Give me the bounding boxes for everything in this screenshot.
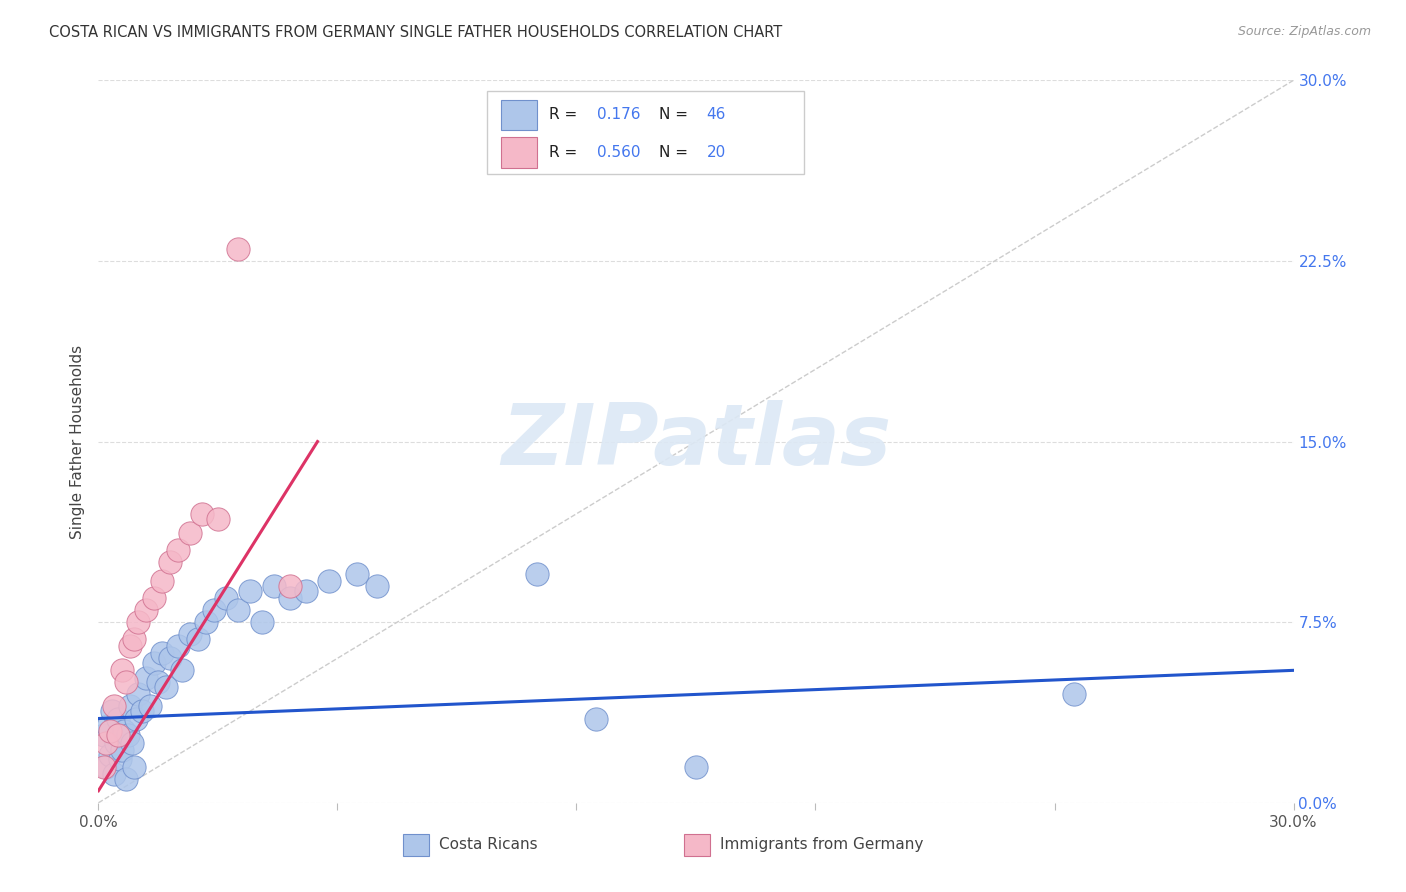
Point: [226, 603, 249, 617]
Text: R =: R =: [548, 145, 578, 160]
Point: [250, 615, 273, 630]
FancyBboxPatch shape: [501, 137, 537, 168]
Point: [107, 728, 129, 742]
FancyBboxPatch shape: [501, 100, 537, 130]
Point: [585, 712, 607, 726]
Text: Immigrants from Germany: Immigrants from Germany: [720, 838, 924, 852]
Point: [120, 699, 142, 714]
Text: Source: ZipAtlas.com: Source: ZipAtlas.com: [1237, 25, 1371, 38]
Point: [366, 579, 388, 593]
Text: COSTA RICAN VS IMMIGRANTS FROM GERMANY SINGLE FATHER HOUSEHOLDS CORRELATION CHAR: COSTA RICAN VS IMMIGRANTS FROM GERMANY S…: [49, 25, 783, 40]
FancyBboxPatch shape: [404, 834, 429, 855]
Point: [148, 675, 170, 690]
Point: [110, 752, 132, 766]
Point: [96, 735, 118, 749]
Text: N =: N =: [659, 145, 688, 160]
Point: [139, 699, 162, 714]
Point: [278, 579, 301, 593]
Point: [135, 603, 157, 617]
Point: [120, 639, 142, 653]
Point: [131, 704, 153, 718]
Point: [172, 664, 194, 678]
Point: [155, 680, 177, 694]
Point: [101, 704, 124, 718]
Point: [115, 772, 138, 786]
Point: [143, 656, 166, 670]
Point: [239, 583, 262, 598]
Point: [125, 712, 148, 726]
Point: [124, 632, 146, 646]
Text: 20: 20: [707, 145, 725, 160]
Point: [150, 647, 173, 661]
Point: [195, 615, 218, 630]
Point: [97, 719, 120, 733]
Text: N =: N =: [659, 107, 688, 122]
Point: [191, 507, 214, 521]
FancyBboxPatch shape: [685, 834, 710, 855]
Point: [167, 542, 190, 557]
Point: [179, 526, 201, 541]
Text: ZIPatlas: ZIPatlas: [501, 400, 891, 483]
Point: [115, 675, 138, 690]
Point: [143, 591, 166, 606]
Point: [685, 760, 707, 774]
Point: [105, 735, 128, 749]
Text: 0.560: 0.560: [596, 145, 640, 160]
Point: [346, 567, 368, 582]
FancyBboxPatch shape: [486, 91, 804, 174]
Point: [103, 767, 125, 781]
Text: 0.176: 0.176: [596, 107, 640, 122]
Point: [111, 664, 134, 678]
Point: [103, 699, 125, 714]
Point: [121, 735, 143, 749]
Point: [526, 567, 548, 582]
Point: [202, 603, 225, 617]
Point: [179, 627, 201, 641]
Point: [150, 574, 173, 589]
Point: [278, 591, 301, 606]
Point: [207, 511, 229, 525]
Point: [135, 671, 157, 685]
Point: [93, 728, 115, 742]
Point: [159, 651, 181, 665]
Y-axis label: Single Father Households: Single Father Households: [70, 344, 86, 539]
Point: [1063, 687, 1085, 701]
Point: [226, 242, 249, 256]
Point: [318, 574, 340, 589]
Point: [294, 583, 316, 598]
Point: [167, 639, 190, 653]
Point: [159, 555, 181, 569]
Point: [111, 743, 134, 757]
Point: [98, 747, 122, 762]
Point: [215, 591, 238, 606]
Text: Costa Ricans: Costa Ricans: [439, 838, 537, 852]
Point: [263, 579, 285, 593]
Point: [127, 687, 149, 701]
Point: [98, 723, 122, 738]
Point: [127, 615, 149, 630]
Point: [107, 712, 129, 726]
Point: [112, 723, 135, 738]
Point: [96, 760, 118, 774]
Point: [187, 632, 209, 646]
Text: 46: 46: [707, 107, 725, 122]
Point: [124, 760, 146, 774]
Point: [93, 760, 115, 774]
Point: [117, 728, 139, 742]
Text: R =: R =: [548, 107, 578, 122]
